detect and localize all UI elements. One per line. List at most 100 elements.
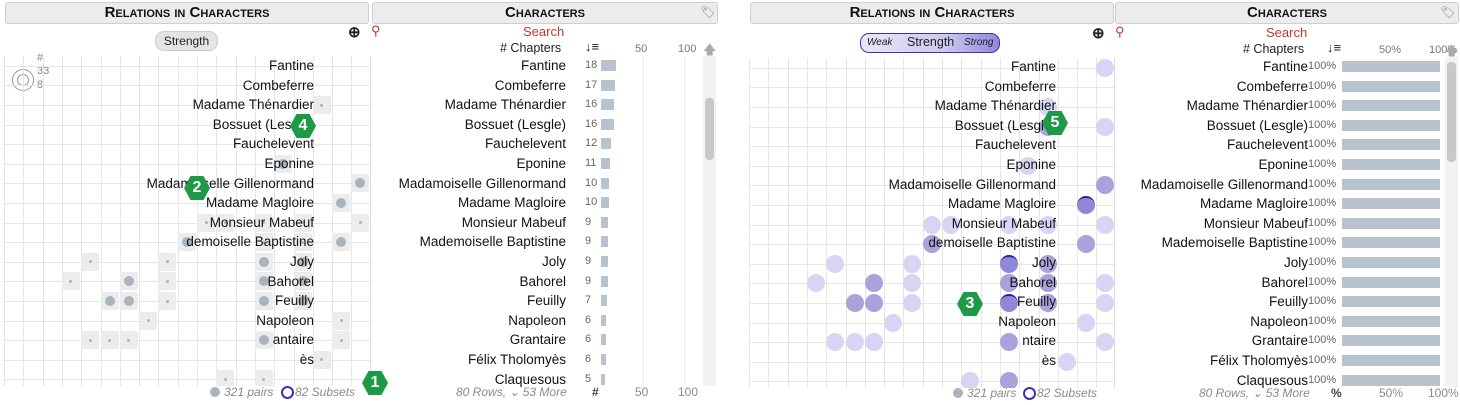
pair-dot[interactable] [826,333,845,352]
pair-dot[interactable] [864,333,883,352]
character-name[interactable]: Bahorel [1261,274,1308,290]
character-name[interactable]: Feuilly [526,293,566,309]
percent-bar[interactable] [1342,217,1440,229]
chapter-bar[interactable] [601,216,609,228]
pair-dot[interactable] [1038,254,1057,273]
search-label-right[interactable]: Search [1266,25,1308,40]
character-name[interactable]: Claquesous [1236,372,1308,388]
character-name[interactable]: Napoleon [508,312,566,328]
pair-dot[interactable] [301,221,304,225]
character-name[interactable]: Monsieur Mabeuf [1203,215,1308,231]
percent-bar[interactable] [1342,335,1440,347]
character-name[interactable]: Madamoiselle Gillenormand [1140,176,1308,192]
pair-dot[interactable] [88,338,92,342]
pair-dot[interactable] [297,276,308,287]
pair-dot[interactable] [278,158,289,169]
rows-count[interactable]: 80 Rows, ⌄ 53 More [456,385,567,399]
percent-bar[interactable] [1342,80,1440,92]
character-name[interactable]: Mademoiselle Baptistine [419,234,566,250]
percent-bar[interactable] [1342,159,1440,170]
pair-dot[interactable] [258,256,269,267]
character-name[interactable]: Mademoiselle Baptistine [1161,235,1308,251]
pair-dot[interactable] [297,256,308,267]
pair-dot[interactable] [258,296,269,306]
pair-dot[interactable] [320,103,324,107]
subset-dot[interactable] [999,254,1018,273]
percent-bar[interactable] [1342,276,1440,288]
pair-dot[interactable] [320,358,324,362]
pair-dot[interactable] [262,221,266,225]
pair-dot[interactable] [903,274,922,293]
pair-dot[interactable] [258,335,269,346]
percent-bar[interactable] [1342,100,1440,112]
pair-dot[interactable] [262,240,266,244]
character-name[interactable]: Félix Tholomyès [1209,352,1308,368]
character-name[interactable]: Grantaire [1251,333,1308,349]
pair-dot[interactable] [1038,294,1057,312]
character-name[interactable]: Madame Thénardier [1186,98,1308,114]
pair-dot[interactable] [999,333,1018,352]
pair-dot[interactable] [864,274,883,293]
character-name[interactable]: Madamoiselle Gillenormand [398,175,566,191]
pair-dot[interactable] [88,260,92,264]
pair-dot[interactable] [301,240,304,244]
character-name[interactable]: Eponine [1258,156,1308,172]
pair-dot[interactable] [355,178,366,189]
chapter-bar[interactable] [601,373,606,385]
pair-dot[interactable] [336,237,347,248]
pair-dot[interactable] [922,235,941,254]
pair-dot[interactable] [69,279,73,283]
chapter-bar[interactable] [601,138,611,150]
chapter-bar[interactable] [601,334,606,346]
pair-dot[interactable] [903,294,922,312]
pair-dot[interactable] [339,319,343,323]
pair-dot[interactable] [127,338,131,342]
pair-dot[interactable] [336,198,347,208]
strength-toggle[interactable]: Strength [155,31,218,51]
pair-dot[interactable] [942,215,960,234]
pair-dot[interactable] [108,338,111,342]
chapters-header-label-right[interactable]: # Chapters [1243,42,1305,56]
relations-matrix[interactable] [4,56,371,386]
pair-dot[interactable] [204,221,208,225]
pair-dot[interactable] [1096,215,1114,234]
character-name[interactable]: Combeferre [1236,78,1308,94]
scrollbar-thumb-right[interactable] [1447,62,1456,162]
scroll-up-icon-right[interactable]: 🡅 [1445,43,1459,58]
scrollbar-thumb[interactable] [705,98,714,160]
pair-dot[interactable] [358,221,362,225]
character-name[interactable]: Fantine [520,58,566,73]
chapters-header-label[interactable]: # Chapters [500,41,562,55]
character-name[interactable]: Joly [541,253,566,269]
character-name[interactable]: Madame Magloire [1199,196,1308,212]
pair-dot[interactable] [1077,313,1096,332]
tag-icon-right[interactable]: 🏷 [1440,5,1456,19]
chapter-bar[interactable] [601,79,615,91]
pair-dot[interactable] [1096,274,1114,293]
strength-slider[interactable]: Weak Strength Strong [860,33,1000,53]
pair-dot[interactable] [999,372,1018,388]
character-name[interactable]: Feuilly [1268,294,1308,310]
pair-dot[interactable] [1019,156,1038,175]
chapter-bar[interactable] [601,275,609,287]
zoom-icon-right[interactable]: ⊕ [1092,25,1105,42]
character-name[interactable]: Bossuet (Lesgle) [464,116,566,132]
pair-dot[interactable] [1077,235,1096,254]
zoom-icon[interactable]: ⊕ [348,24,361,41]
character-name[interactable]: Napoleon [1250,313,1308,329]
character-name[interactable]: Madame Magloire [457,195,566,211]
percent-bar[interactable] [1342,139,1440,151]
pair-dot[interactable] [903,254,922,273]
pair-dot[interactable] [845,333,864,352]
character-name[interactable]: Fauchelevent [484,136,566,152]
pair-dot[interactable] [1096,117,1114,136]
percent-bar[interactable] [1342,296,1440,308]
sort-icon-right[interactable]: ↓≡ [1327,40,1342,55]
pair-dot[interactable] [806,274,825,293]
pair-dot[interactable] [845,294,864,312]
character-name[interactable]: Bahorel [519,273,566,289]
pair-dot[interactable] [181,237,192,248]
percent-bar[interactable] [1342,257,1440,268]
pair-dot[interactable] [146,319,150,323]
chapter-bar[interactable] [601,99,615,111]
